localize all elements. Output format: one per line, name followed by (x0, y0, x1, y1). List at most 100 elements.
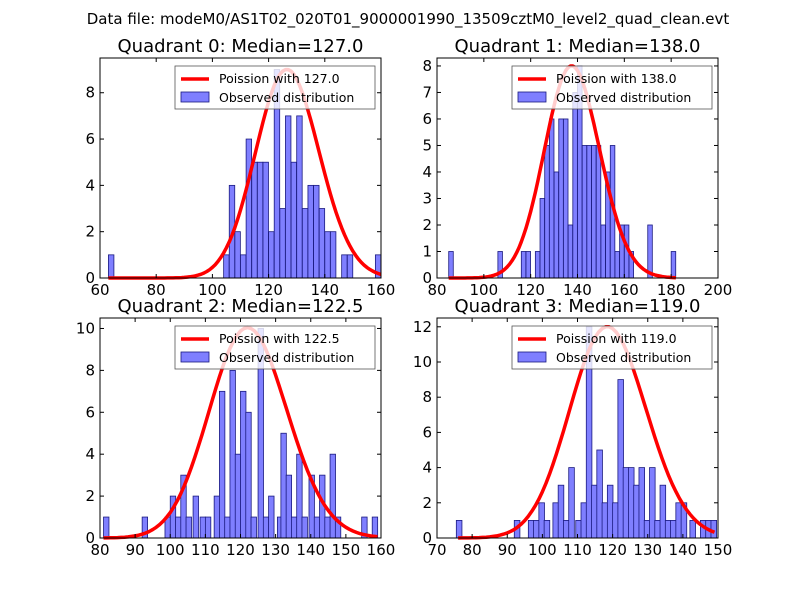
legend-patch-icon (517, 351, 547, 363)
legend: Poission with 119.0 Observed distribution (511, 325, 713, 370)
histogram-bar (670, 251, 677, 279)
x-tick-label: 80 (147, 281, 166, 299)
y-tick-label: 7 (422, 83, 432, 101)
histogram-bar (324, 231, 331, 279)
y-tick-label: 4 (85, 445, 95, 463)
legend: Poission with 138.0 Observed distribution (511, 65, 713, 110)
histogram-bar (552, 502, 559, 539)
histogram-bar (234, 231, 241, 279)
figure-suptitle: Data file: modeM0/AS1T02_020T01_90000019… (87, 10, 730, 29)
x-tick-label: 100 (156, 541, 185, 559)
histogram-bar (318, 208, 326, 279)
histogram-bar (596, 449, 603, 539)
histogram-bar (219, 390, 226, 539)
histogram-bar (543, 520, 551, 539)
y-tick-label: 2 (85, 487, 95, 505)
legend-entry-observed: Observed distribution (556, 350, 691, 365)
subplot-quadrant-3: Quadrant 3: Median=119.070 80 90 100 110 120 1… (413, 296, 732, 559)
histogram-bar (250, 516, 257, 539)
histogram-bar (223, 254, 230, 279)
histogram-bar (586, 145, 592, 279)
x-tick-label: 60 (90, 281, 109, 299)
histogram-bar (638, 467, 645, 539)
legend-entry-poisson: Poission with 127.0 (219, 71, 340, 86)
histogram-bar (455, 520, 463, 539)
y-tick-label: 6 (85, 130, 95, 148)
legend-patch-icon (180, 91, 210, 103)
histogram-bar (581, 145, 588, 279)
histogram-bar (256, 161, 264, 279)
histogram-bar (199, 516, 206, 539)
y-tick-label: 10 (76, 319, 95, 337)
histogram-bar (224, 516, 231, 539)
histogram-bar (108, 254, 115, 279)
histogram-bar (301, 516, 308, 539)
histogram-bar (575, 520, 582, 539)
legend-entry-observed: Observed distribution (556, 90, 691, 105)
histogram-bar (268, 231, 275, 279)
x-tick-label: 160 (610, 281, 639, 299)
histogram-bar (628, 467, 635, 539)
y-tick-label: 2 (422, 494, 432, 512)
histogram-bar (329, 453, 336, 539)
x-tick-label: 120 (254, 281, 283, 299)
histogram-bar (553, 171, 560, 279)
y-tick-label: 1 (422, 242, 432, 260)
y-tick-label: 6 (85, 403, 95, 421)
x-tick-label: 100 (528, 541, 557, 559)
histogram-bar (614, 251, 620, 279)
legend-entry-observed: Observed distribution (219, 90, 354, 105)
histogram-bar (262, 161, 269, 279)
x-tick-label: 130 (261, 541, 290, 559)
x-tick-label: 180 (657, 281, 686, 299)
histogram-bar (213, 495, 221, 539)
histogram-bar (654, 520, 661, 539)
legend-entry-poisson: Poission with 122.5 (219, 331, 340, 346)
histogram-bar (204, 516, 212, 539)
histogram-bar (567, 224, 574, 279)
histogram-bar (346, 254, 354, 279)
y-tick-label: 8 (422, 57, 432, 75)
x-tick-label: 160 (367, 281, 396, 299)
legend-box (511, 65, 713, 110)
histogram-bar (301, 208, 309, 279)
histogram-bar (601, 502, 609, 539)
x-tick-label: 80 (427, 281, 446, 299)
subplot-title: Quadrant 2: Median=122.5 (118, 296, 364, 317)
histogram-bar (563, 520, 570, 539)
histogram-bar (647, 224, 653, 279)
x-tick-label: 160 (367, 541, 396, 559)
x-tick-label: 110 (191, 541, 220, 559)
x-tick-label: 80 (463, 541, 482, 559)
histogram-bar (664, 520, 672, 539)
x-tick-label: 150 (704, 541, 733, 559)
y-tick-label: 0 (85, 269, 95, 287)
legend-patch-icon (517, 91, 547, 103)
histogram-bar (313, 184, 320, 279)
x-tick-label: 80 (90, 541, 109, 559)
legend-entry-observed: Observed distribution (219, 350, 354, 365)
histogram-bar (103, 516, 110, 539)
x-tick-label: 140 (669, 541, 698, 559)
histogram-bar (710, 520, 717, 539)
histogram-bar (622, 467, 630, 539)
histogram-bar (591, 484, 598, 539)
x-tick-label: 140 (296, 541, 325, 559)
y-tick-label: 8 (422, 388, 432, 406)
histogram-bar (606, 484, 614, 539)
subplot-quadrant-1: Quadrant 1: Median=138.080 100 120 140 160 18… (422, 36, 732, 299)
histogram-bar (245, 411, 252, 539)
histogram-bar (595, 145, 602, 279)
histogram-bar (643, 520, 651, 539)
histogram-bar (285, 115, 292, 279)
histogram-bar (175, 516, 182, 539)
x-tick-label: 140 (563, 281, 592, 299)
histogram-bar (534, 251, 541, 279)
y-tick-label: 10 (413, 353, 432, 371)
legend: Poission with 122.5 Observed distribution (174, 325, 376, 370)
histogram-bar (324, 516, 331, 539)
x-tick-label: 110 (563, 541, 592, 559)
subplot-title: Quadrant 1: Median=138.0 (455, 36, 701, 57)
y-tick-label: 2 (422, 216, 432, 234)
